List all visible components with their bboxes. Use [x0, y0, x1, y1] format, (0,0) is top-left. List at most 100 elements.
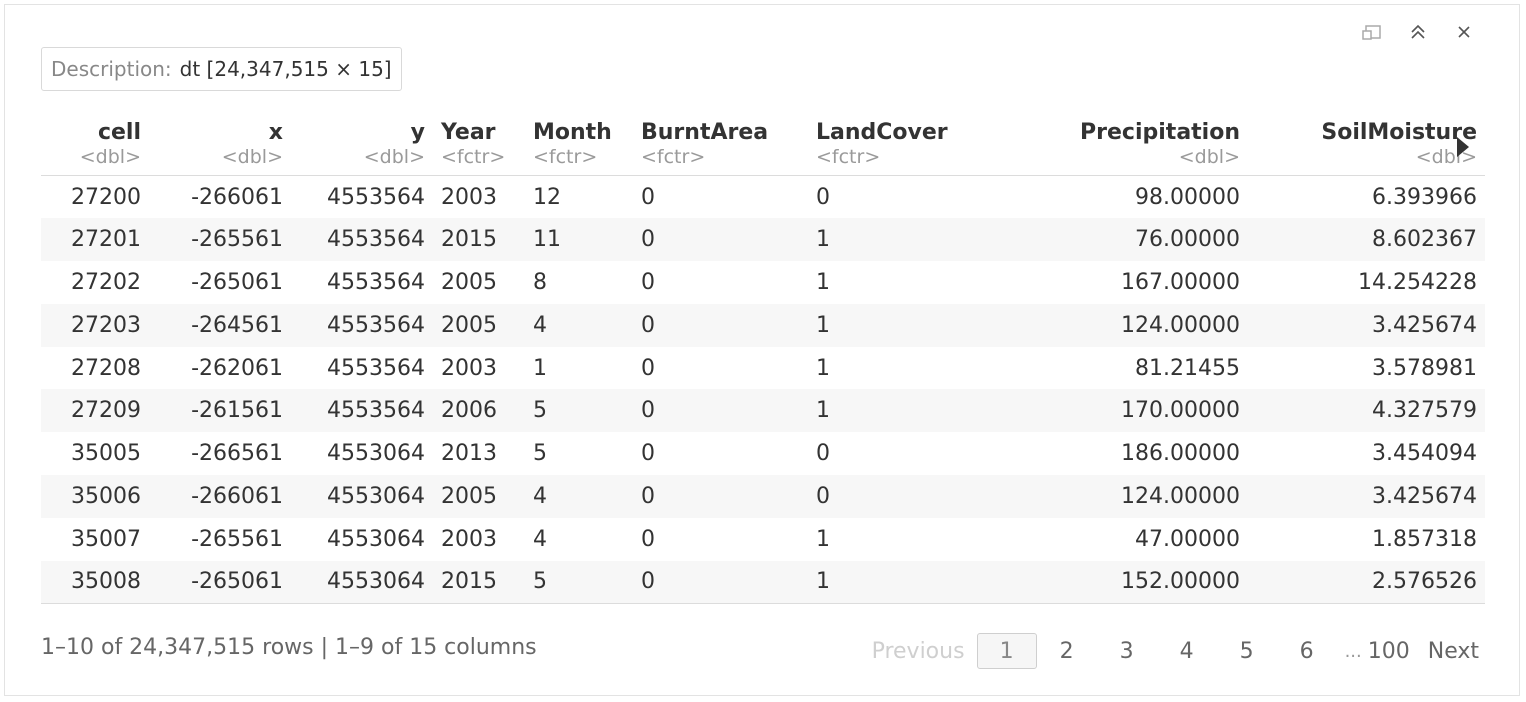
table-cell: 1	[808, 560, 986, 604]
table-cell: 35006	[41, 475, 149, 518]
table-cell: -265061	[149, 560, 291, 604]
table-body: 27200 -266061 4553564 2003 12 0 0 98.00000 6.393…	[41, 176, 1485, 604]
column-header-precipitation[interactable]: Precipitation <dbl>	[986, 115, 1248, 176]
table-cell: 0	[633, 389, 808, 433]
column-type: <fctr>	[533, 146, 598, 168]
table-cell: 4.327579	[1248, 389, 1485, 433]
table-cell: -265561	[191, 526, 283, 552]
previous-button[interactable]: Previous	[871, 638, 965, 664]
table-row: 27202 -265061 4553564 2005 8 0 1 167.00000 14.25…	[41, 261, 1485, 304]
column-header-landcover[interactable]: LandCover <fctr>	[808, 115, 986, 176]
table-cell: 5	[533, 441, 547, 467]
table-cell: 2005	[441, 269, 497, 295]
column-name: Month	[533, 120, 612, 145]
table-cell: 3.425674	[1248, 303, 1485, 347]
table-cell: 4553564	[291, 218, 433, 262]
column-header-burntarea[interactable]: BurntArea <fctr>	[633, 115, 808, 176]
next-button[interactable]: Next	[1427, 638, 1479, 664]
column-type: <dbl>	[363, 146, 425, 168]
table-cell: 4553064	[291, 560, 433, 604]
column-name: cell	[97, 120, 141, 145]
table-cell: 170.00000	[986, 389, 1248, 433]
table-cell: 35007	[71, 526, 141, 552]
page-button-3[interactable]: 3	[1119, 638, 1134, 664]
column-name: y	[410, 120, 425, 145]
page-last-button[interactable]: 100	[1367, 638, 1410, 664]
page-button-5[interactable]: 5	[1239, 638, 1254, 664]
column-type: <fctr>	[441, 146, 506, 168]
table-cell: 2015	[433, 218, 525, 262]
column-type: <fctr>	[641, 146, 706, 168]
table-row: 35007 -265561 4553064 2003 4 0 1 47.00000 1.8573…	[41, 518, 1485, 561]
table-cell: 27209	[41, 389, 149, 433]
column-type: <dbl>	[79, 146, 141, 168]
table-cell: -265061	[191, 269, 283, 295]
table-cell: 2.576526	[1248, 560, 1485, 604]
table-cell: 0	[633, 303, 808, 347]
table-cell: 47.00000	[1135, 526, 1240, 552]
table-cell: 1	[816, 526, 830, 552]
table-cell: 0	[641, 441, 655, 467]
column-header-y[interactable]: y <dbl>	[291, 115, 433, 176]
table-cell: -266061	[149, 475, 291, 518]
pagination-ellipsis: ...	[1344, 640, 1362, 662]
table-cell: 1	[808, 303, 986, 347]
page-button-1[interactable]: 1	[976, 633, 1037, 669]
table-cell: 35008	[41, 560, 149, 604]
page-button-2[interactable]: 2	[1059, 638, 1074, 664]
table-cell: -264561	[149, 303, 291, 347]
table-cell: 4553564	[327, 269, 425, 295]
table-cell: 0	[633, 560, 808, 604]
table-cell: 2005	[433, 303, 525, 347]
column-header-year[interactable]: Year <fctr>	[433, 115, 525, 176]
table-cell: 4553064	[327, 526, 425, 552]
table-cell: -261561	[149, 389, 291, 433]
column-header-month[interactable]: Month <fctr>	[525, 115, 633, 176]
collapse-icon[interactable]	[1395, 19, 1441, 45]
table-cell: 152.00000	[986, 560, 1248, 604]
table-cell: 124.00000	[986, 303, 1248, 347]
table-cell: 5	[525, 560, 633, 604]
table-cell: 4553564	[327, 184, 425, 210]
table-cell: 6.393966	[1372, 184, 1477, 210]
page-button-4[interactable]: 4	[1179, 638, 1194, 664]
table-cell: 1	[816, 355, 830, 381]
table-cell: 3.454094	[1372, 441, 1477, 467]
table-cell: 167.00000	[1121, 269, 1240, 295]
column-name: x	[268, 120, 283, 145]
table-cell: 0	[633, 475, 808, 518]
table-cell: 35005	[71, 441, 141, 467]
table-cell: 12	[533, 184, 561, 210]
table-cell: 4	[525, 475, 633, 518]
table-cell: 27201	[41, 218, 149, 262]
table-cell: 2003	[441, 526, 497, 552]
table-cell: 0	[816, 184, 830, 210]
column-header-cell[interactable]: cell <dbl>	[41, 115, 149, 176]
table-row: 27200 -266061 4553564 2003 12 0 0 98.00000 6.393…	[41, 176, 1485, 219]
column-header-soilmoisture[interactable]: SoilMoisture <dbl>	[1248, 115, 1485, 176]
column-name: BurntArea	[641, 120, 769, 145]
table-cell: 0	[641, 526, 655, 552]
column-header-x[interactable]: x <dbl>	[149, 115, 291, 176]
table-row: 27201 -265561 4553564 2015 11 0 1 76.00000 8.602…	[41, 218, 1485, 262]
table-row: 35005 -266561 4553064 2013 5 0 0 186.00000 3.454…	[41, 432, 1485, 475]
next-columns-arrow-icon[interactable]	[1457, 137, 1469, 157]
table-cell: 2006	[433, 389, 525, 433]
table-row: 27208 -262061 4553564 2003 1 0 1 81.21455 3.5789…	[41, 347, 1485, 390]
table-cell: 2013	[441, 441, 497, 467]
close-icon[interactable]	[1441, 19, 1487, 45]
table-cell: 124.00000	[986, 475, 1248, 518]
table-cell: 27200	[71, 184, 141, 210]
table-cell: 4	[525, 303, 633, 347]
table-cell: 3.425674	[1248, 475, 1485, 518]
header-row: cell <dbl> x <dbl> y <dbl> Year <fctr> Month <fct…	[41, 115, 1485, 176]
table-row: 35006 -266061 4553064 2005 4 0 0 124.00000 3.425…	[41, 475, 1485, 518]
table-cell: 2003	[441, 184, 497, 210]
column-name: Precipitation	[1080, 120, 1240, 145]
page-button-6[interactable]: 6	[1299, 638, 1314, 664]
popout-icon[interactable]	[1349, 19, 1395, 45]
table-cell: 3.578981	[1372, 355, 1477, 381]
table-cell: 1	[533, 355, 547, 381]
